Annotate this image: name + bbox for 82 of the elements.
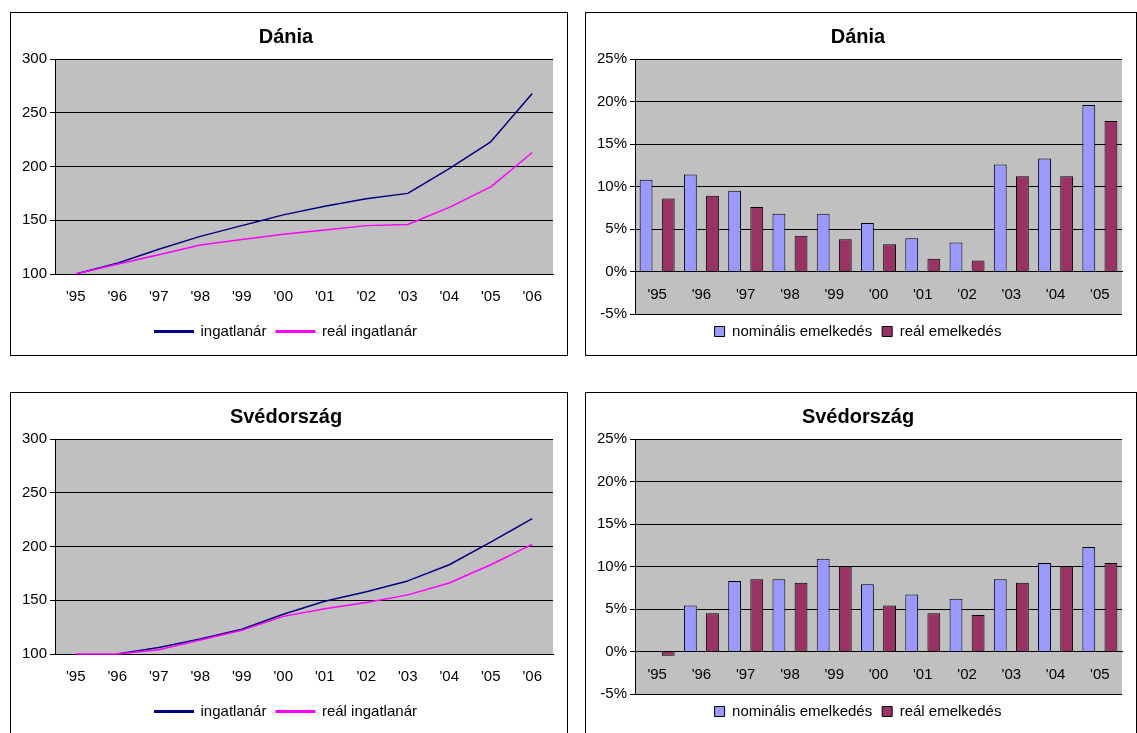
y-tick-label: 200 — [22, 536, 48, 554]
x-tick-label: '98 — [190, 287, 211, 305]
x-tick-label: '00 — [868, 284, 889, 302]
legend-label: nominális emelkedés — [732, 701, 873, 719]
x-tick-label: '97 — [735, 664, 756, 682]
y-tick-label: 20% — [596, 91, 628, 109]
x-tick-label: '02 — [957, 284, 977, 302]
y-tick-label: 250 — [22, 482, 48, 500]
x-tick-label: '95 — [647, 284, 667, 302]
y-tick-label: 15% — [596, 134, 628, 152]
x-tick-label: '96 — [107, 287, 128, 305]
y-tick-label: 150 — [22, 210, 48, 228]
x-tick-label: '02 — [356, 667, 377, 685]
x-tick-label: '03 — [397, 287, 418, 305]
y-tick-label: 0% — [605, 641, 628, 659]
y-tick-label: 150 — [22, 590, 48, 608]
x-tick-label: '98 — [190, 667, 211, 685]
x-tick-label: '05 — [1090, 664, 1110, 682]
x-tick-label: '96 — [691, 664, 712, 682]
x-tick-label: '02 — [957, 664, 977, 682]
x-tick-label: '04 — [1045, 664, 1066, 682]
legend-label: reál emelkedés — [899, 321, 1002, 339]
x-tick-label: '99 — [231, 667, 252, 685]
x-tick-label: '03 — [1001, 284, 1022, 302]
y-tick-label: 20% — [596, 471, 628, 489]
x-tick-label: '95 — [65, 287, 86, 305]
chart-title: Dánia — [258, 24, 315, 47]
x-tick-label: '98 — [780, 284, 800, 302]
legend-label: ingatlanár — [200, 701, 267, 719]
x-tick-label: '01 — [913, 284, 933, 302]
x-tick-label: '95 — [647, 664, 667, 682]
legend-label: reál ingatlanár — [321, 701, 417, 719]
legend-label: nominális emelkedés — [732, 321, 873, 339]
y-tick-label: -5% — [600, 684, 628, 702]
x-tick-label: '01 — [913, 664, 933, 682]
x-tick-label: '05 — [1090, 284, 1110, 302]
y-tick-label: 5% — [605, 219, 628, 237]
x-tick-label: '96 — [691, 284, 712, 302]
x-tick-label: '97 — [735, 284, 756, 302]
x-tick-label: '05 — [480, 287, 501, 305]
x-tick-label: '06 — [522, 667, 543, 685]
y-tick-label: -5% — [600, 304, 628, 322]
x-tick-label: '05 — [480, 667, 501, 685]
x-tick-label: '03 — [397, 667, 418, 685]
x-tick-label: '06 — [522, 287, 543, 305]
x-tick-label: '00 — [273, 287, 294, 305]
x-tick-label: '99 — [824, 284, 845, 302]
x-tick-label: '04 — [439, 287, 460, 305]
y-tick-label: 25% — [596, 429, 628, 447]
x-tick-label: '04 — [439, 667, 460, 685]
x-tick-label: '98 — [780, 664, 800, 682]
x-tick-label: '99 — [231, 287, 252, 305]
y-tick-label: 25% — [596, 49, 628, 67]
x-tick-label: '00 — [868, 664, 889, 682]
chart-title: Dánia — [830, 24, 887, 47]
x-tick-label: '99 — [824, 664, 845, 682]
y-tick-label: 15% — [596, 514, 628, 532]
x-tick-label: '97 — [148, 667, 169, 685]
y-tick-label: 200 — [22, 156, 48, 174]
x-tick-label: '01 — [314, 667, 335, 685]
y-tick-label: 250 — [22, 102, 48, 120]
chart-title: Svédország — [801, 404, 915, 427]
y-tick-label: 10% — [596, 556, 628, 574]
x-tick-label: '02 — [356, 287, 377, 305]
x-tick-label: '03 — [1001, 664, 1022, 682]
y-tick-label: 100 — [22, 644, 48, 662]
y-tick-label: 300 — [22, 429, 48, 447]
legend-label: reál emelkedés — [899, 701, 1002, 719]
legend-label: ingatlanár — [200, 321, 267, 339]
x-tick-label: '95 — [65, 667, 86, 685]
y-tick-label: 10% — [596, 176, 628, 194]
y-tick-label: 100 — [22, 264, 48, 282]
y-tick-label: 5% — [605, 599, 628, 617]
chart-title: Svédország — [229, 404, 343, 427]
legend-label: reál ingatlanár — [321, 321, 417, 339]
x-tick-label: '97 — [148, 287, 169, 305]
x-tick-label: '01 — [314, 287, 335, 305]
x-tick-label: '04 — [1045, 284, 1066, 302]
x-tick-label: '00 — [273, 667, 294, 685]
y-tick-label: 0% — [605, 261, 628, 279]
y-tick-label: 300 — [22, 49, 48, 67]
x-tick-label: '96 — [107, 667, 128, 685]
